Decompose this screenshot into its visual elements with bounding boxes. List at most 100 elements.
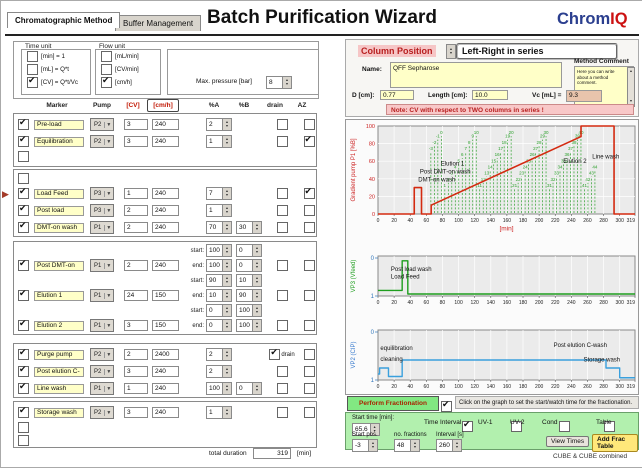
- step-cv-field[interactable]: 3: [124, 407, 148, 418]
- az-checkbox[interactable]: [303, 366, 315, 377]
- percent-a-spinner[interactable]: 100 ▲ ▼: [206, 259, 232, 272]
- start-pos-spinner[interactable]: -3 ▲ ▼: [352, 439, 378, 452]
- step-enable-checkbox[interactable]: [18, 288, 29, 301]
- step-name-field[interactable]: Purge pump: [34, 349, 84, 360]
- percent-a-spinner-buttons[interactable]: ▲ ▼: [222, 366, 231, 377]
- percent-b-spinner[interactable]: 0 ▲ ▼: [236, 382, 262, 395]
- step-flow-field[interactable]: 2400: [152, 349, 179, 360]
- percent-a-spinner[interactable]: 7 ▲ ▼: [206, 187, 232, 200]
- step-name-field[interactable]: Equilibration: [34, 136, 84, 147]
- vp3-vfeed-chart[interactable]: 0 20 40 60 80 100 120 140 160 180 200 220 240 260 280 3…: [348, 252, 638, 314]
- percent-a-spinner[interactable]: 2 ▲ ▼: [206, 365, 232, 378]
- interval-spinner[interactable]: 260 ▲ ▼: [436, 439, 462, 452]
- percent-a-spinner-buttons[interactable]: ▲ ▼: [222, 349, 231, 360]
- drain-checkbox[interactable]: [276, 188, 288, 199]
- step-enable-checkbox[interactable]: [18, 186, 29, 199]
- pump-dropdown[interactable]: P2 ▼: [90, 365, 115, 378]
- drain-checkbox[interactable]: [276, 119, 288, 130]
- step-name-field[interactable]: Post elution C-: [34, 366, 84, 377]
- step-cv-field[interactable]: 2: [124, 222, 148, 233]
- percent-a-spinner-buttons[interactable]: ▲ ▼: [222, 320, 231, 331]
- step-cv-field[interactable]: 2: [124, 260, 148, 271]
- step-enable-checkbox[interactable]: [18, 364, 29, 377]
- step-cv-field[interactable]: 3: [124, 119, 148, 130]
- start-b-spinner-buttons[interactable]: ▲ ▼: [252, 245, 261, 256]
- max-pressure-spinner[interactable]: 8 ▲ ▼: [266, 76, 292, 89]
- cond-checkbox[interactable]: [604, 421, 616, 433]
- drain-checkbox[interactable]: [276, 320, 288, 331]
- step-flow-field[interactable]: 240: [152, 222, 179, 233]
- start-b-spinner-buttons[interactable]: ▲ ▼: [252, 275, 261, 286]
- percent-b-spinner[interactable]: 90 ▲ ▼: [236, 289, 262, 302]
- start-a-spinner-buttons[interactable]: ▲ ▼: [222, 275, 231, 286]
- percent-b-spinner-buttons[interactable]: ▲ ▼: [252, 320, 261, 331]
- step-enable-checkbox[interactable]: [18, 134, 29, 147]
- step-enable-checkbox[interactable]: [18, 381, 29, 394]
- step-enable-checkbox[interactable]: [18, 258, 29, 271]
- percent-a-spinner-buttons[interactable]: ▲ ▼: [222, 407, 231, 418]
- drain-checkbox[interactable]: [276, 383, 288, 394]
- percent-a-spinner-buttons[interactable]: ▲ ▼: [222, 119, 231, 130]
- max-pressure-spin-buttons[interactable]: ▲ ▼: [282, 77, 291, 88]
- percent-a-spinner[interactable]: 2 ▲ ▼: [206, 348, 232, 361]
- pump-dropdown[interactable]: P2 ▼: [90, 348, 115, 361]
- drain-checkbox[interactable]: [276, 260, 288, 271]
- step-cv-field[interactable]: 24: [124, 290, 148, 301]
- drain-checkbox[interactable]: [276, 407, 288, 418]
- step-cv-field[interactable]: 2: [124, 205, 148, 216]
- percent-a-spinner[interactable]: 2 ▲ ▼: [206, 118, 232, 131]
- drain-checkbox[interactable]: [276, 205, 288, 216]
- tab-buffer-management[interactable]: Buffer Management: [115, 15, 202, 31]
- step-cv-field[interactable]: 1: [124, 383, 148, 394]
- percent-b-spinner-buttons[interactable]: ▲ ▼: [252, 260, 261, 271]
- start-pos-spin-buttons[interactable]: ▲ ▼: [368, 440, 377, 451]
- pump-dropdown[interactable]: P1 ▼: [90, 319, 115, 332]
- az-checkbox[interactable]: [303, 186, 315, 199]
- step-enable-checkbox[interactable]: [18, 435, 29, 446]
- percent-a-spinner-buttons[interactable]: ▲ ▼: [222, 260, 231, 271]
- gradient-profile-chart[interactable]: 0 20 40 60 80 100 120 140 160 180 200 220 240 260 280 3…: [348, 122, 638, 234]
- diameter-field[interactable]: 0.77: [380, 90, 414, 100]
- az-checkbox[interactable]: [303, 407, 315, 418]
- perform-fractionation-checkbox[interactable]: [441, 399, 452, 413]
- step-name-field[interactable]: Storage wash: [34, 407, 84, 418]
- start-a-spinner[interactable]: 100 ▲ ▼: [206, 244, 232, 257]
- column-position-field[interactable]: Left-Right in series: [456, 43, 618, 60]
- pump-dropdown[interactable]: P2 ▼: [90, 118, 115, 131]
- percent-b-spinner[interactable]: 0 ▲ ▼: [236, 259, 262, 272]
- step-flow-field[interactable]: 240: [152, 366, 179, 377]
- no-fractions-spin-buttons[interactable]: ▲ ▼: [410, 440, 419, 451]
- step-flow-field[interactable]: 150: [152, 320, 179, 331]
- pump-dropdown[interactable]: P1 ▼: [90, 221, 115, 234]
- step-name-field[interactable]: Elution 2: [34, 320, 84, 331]
- pump-dropdown[interactable]: P3 ▼: [90, 187, 115, 200]
- az-checkbox[interactable]: [303, 320, 315, 331]
- pump-dropdown[interactable]: P2 ▼: [90, 135, 115, 148]
- percent-a-spinner[interactable]: 10 ▲ ▼: [206, 289, 232, 302]
- view-times-button[interactable]: View Times: [546, 436, 590, 447]
- comment-scrollbar[interactable]: ▲ ▼: [627, 67, 635, 107]
- step-name-field[interactable]: Pre-load: [34, 119, 84, 130]
- step-name-field[interactable]: DMT-on wash: [34, 222, 84, 233]
- az-checkbox[interactable]: [303, 383, 315, 394]
- step-name-field[interactable]: Post load: [34, 205, 84, 216]
- step-flow-field[interactable]: 240: [152, 119, 179, 130]
- percent-a-spinner-buttons[interactable]: ▲ ▼: [222, 136, 231, 147]
- pump-dropdown[interactable]: P1 ▼: [90, 289, 115, 302]
- start-time-spinner[interactable]: 65.6 ▲ ▼: [352, 423, 380, 436]
- percent-a-spinner[interactable]: 1 ▲ ▼: [206, 406, 232, 419]
- step-enable-checkbox[interactable]: [18, 347, 29, 360]
- step-flow-field[interactable]: 240: [152, 188, 179, 199]
- add-frac-table-button[interactable]: Add Frac Table: [592, 434, 638, 452]
- step-cv-field[interactable]: 3: [124, 320, 148, 331]
- column-name-field[interactable]: QFF Sepharose: [390, 62, 562, 88]
- percent-b-spinner-buttons[interactable]: ▲ ▼: [252, 290, 261, 301]
- step-flow-field[interactable]: 240: [152, 383, 179, 394]
- az-checkbox[interactable]: [303, 349, 315, 360]
- start-a-spinner[interactable]: 0 ▲ ▼: [206, 304, 232, 317]
- tab-chromatographic-method[interactable]: Chromatographic Method: [7, 12, 121, 28]
- percent-a-spinner-buttons[interactable]: ▲ ▼: [222, 383, 231, 394]
- step-enable-checkbox[interactable]: [18, 203, 29, 216]
- drain-checkbox[interactable]: [276, 366, 288, 377]
- step-enable-checkbox[interactable]: [18, 422, 29, 433]
